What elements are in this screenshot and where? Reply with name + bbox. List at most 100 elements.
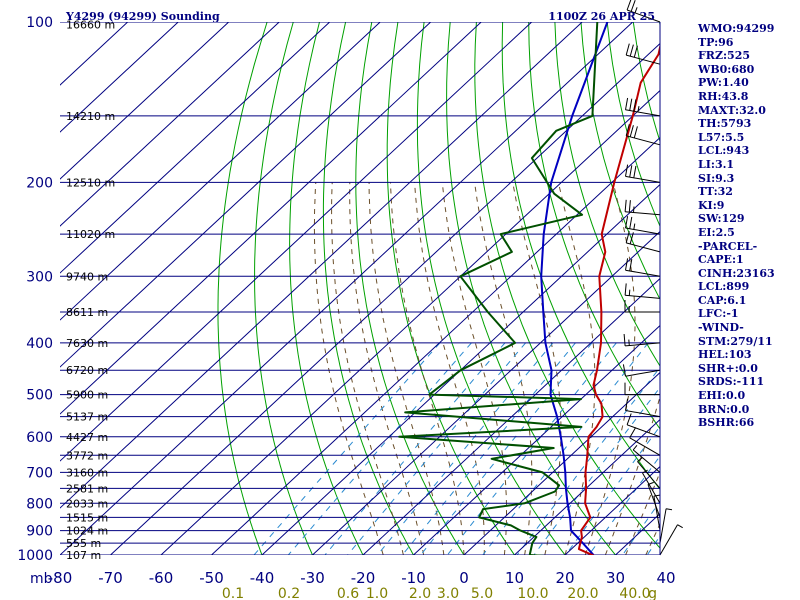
wind-barb-flag	[629, 125, 634, 138]
height-label: 2581 m	[66, 482, 108, 495]
index-item: TH:5793	[698, 117, 752, 131]
chart-title: Y4299 (94299) Sounding	[65, 10, 220, 23]
isotherm-line	[60, 22, 280, 227]
wind-barb-flag	[626, 0, 632, 11]
wind-barb-half-flag	[632, 444, 638, 451]
index-item: WB0:680	[698, 62, 755, 76]
temperature-tick-label: 10	[505, 569, 524, 587]
index-item: STM:279/11	[698, 334, 773, 348]
wind-barb-half-flag	[642, 469, 648, 474]
temperature-tick-label: -80	[48, 569, 73, 587]
wind-barb	[659, 524, 683, 556]
wind-barb-staff	[626, 135, 661, 146]
height-label: 7630 m	[66, 337, 108, 350]
wind-barb	[653, 494, 661, 531]
pressure-tick-label: 1000	[17, 548, 53, 564]
wind-barb-flag	[623, 333, 626, 346]
mixing-ratio-label: 0.2	[278, 586, 300, 600]
moist-adiabat-line	[604, 394, 660, 555]
wind-barb-flag	[624, 199, 627, 212]
dewpoint-trace	[398, 22, 599, 555]
wind-barbs	[622, 0, 683, 556]
isotherm-line	[160, 89, 660, 555]
temperature-tick-label: 30	[606, 569, 625, 587]
index-item: LCL:899	[698, 280, 750, 294]
wind-barb-flag	[629, 165, 633, 178]
wind-barb-flag	[626, 413, 632, 425]
height-label: 9740 m	[66, 270, 108, 283]
height-label: 2033 m	[66, 497, 108, 510]
isotherm-line	[362, 277, 660, 555]
wind-barb-staff	[625, 410, 661, 418]
isotherm-line	[60, 22, 583, 509]
wind-barb-staff	[625, 294, 661, 299]
temperature-tick-label: 20	[555, 569, 574, 587]
pressure-tick-label: 200	[26, 175, 53, 191]
wind-barb-half-flag	[637, 106, 640, 113]
height-label: 14210 m	[66, 110, 115, 123]
wind-barb-flag	[629, 259, 633, 272]
pressure-tick-label: 700	[26, 465, 53, 481]
temperature-tick-label: -70	[98, 569, 123, 587]
index-item: SI:9.3	[698, 171, 735, 185]
wind-barb	[623, 333, 661, 347]
pressure-tick-label: 900	[26, 524, 53, 540]
wind-barb	[625, 398, 661, 418]
mixing-ratio-label: 0.1	[222, 586, 244, 600]
moist-adiabat-line	[414, 182, 485, 555]
index-item: EHI:0.0	[698, 389, 746, 403]
chart-date: 1100Z 26 APR 25	[548, 10, 655, 23]
wind-barb	[625, 216, 661, 235]
wind-barb-flag	[633, 165, 637, 178]
index-item: KI:9	[698, 198, 725, 212]
moist-adiabat-line	[558, 182, 596, 555]
wind-barb-flag	[625, 216, 629, 229]
isotherm-line	[60, 22, 533, 462]
wind-barb-staff	[642, 472, 661, 504]
wind-barb	[637, 457, 661, 489]
wind-barb-half-flag	[653, 494, 660, 497]
index-item: CAPE:1	[698, 253, 744, 267]
wind-barb-staff	[625, 211, 661, 216]
isotherm-line	[60, 22, 230, 180]
index-item: WMO:94299	[698, 22, 775, 35]
index-item: SRDS:-111	[698, 375, 765, 389]
wind-barb-staff	[637, 461, 661, 489]
wind-barb-flag	[625, 124, 630, 136]
pressure-tick-label: 300	[26, 269, 53, 285]
moist-adiabat-line	[512, 182, 562, 555]
wind-barb-flag	[625, 398, 629, 411]
wind-barb-staff	[653, 496, 661, 531]
index-item: LI:3.1	[698, 157, 735, 171]
wind-barb-staff	[626, 242, 661, 253]
pressure-tick-label: 500	[26, 388, 53, 404]
dry-adiabat-line	[446, 22, 616, 555]
dry-adiabat-line	[501, 22, 660, 491]
mixing-ratio-label: 1.0	[366, 586, 388, 600]
isotherm-line	[60, 22, 432, 368]
isotherm-line	[60, 22, 331, 274]
wind-barb-staff	[632, 449, 661, 473]
mixing-ratio-label: 0.6	[337, 586, 359, 600]
wind-barb	[626, 413, 661, 438]
height-label: 6720 m	[66, 364, 108, 377]
wind-barb-half-flag	[637, 457, 643, 462]
wind-barb	[624, 199, 661, 216]
temperature-tick-label: -20	[351, 569, 376, 587]
parcel-trace	[540, 22, 609, 555]
index-item: MAXT:32.0	[698, 103, 766, 117]
height-label: 12510 m	[66, 176, 115, 189]
height-label: 16660 m	[66, 18, 115, 31]
wind-barb-flag	[625, 231, 630, 244]
wind-barb-flag	[633, 126, 638, 139]
wind-barb-flag	[625, 97, 629, 110]
wind-barb-half-flag	[677, 524, 683, 529]
index-item: HEL:103	[698, 348, 752, 362]
wind-barb-flag	[630, 0, 636, 12]
temperature-tick-label: -50	[199, 569, 224, 587]
wind-barb-half-flag	[647, 481, 654, 485]
wind-barb	[625, 43, 661, 65]
wind-barb	[624, 283, 661, 299]
